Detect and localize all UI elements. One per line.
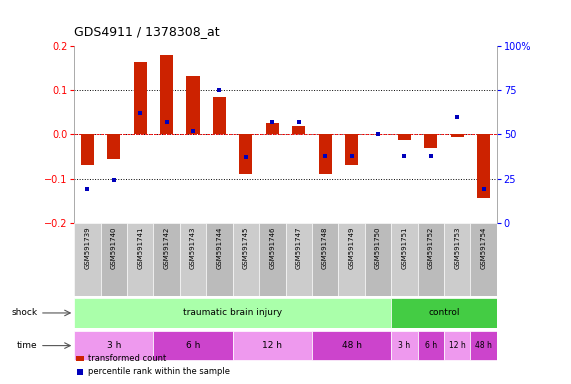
Text: GSM591746: GSM591746 (270, 227, 275, 269)
Text: GSM591750: GSM591750 (375, 227, 381, 269)
Text: GSM591739: GSM591739 (85, 227, 90, 269)
Bar (345, 134, 358, 165)
Text: 12 h: 12 h (449, 341, 465, 350)
Bar (233, 223, 259, 296)
Bar (266, 123, 279, 134)
Text: GSM591740: GSM591740 (111, 227, 117, 269)
Bar (398, 134, 411, 140)
Bar (154, 223, 180, 296)
Text: GDS4911 / 1378308_at: GDS4911 / 1378308_at (74, 25, 220, 38)
Text: GSM591743: GSM591743 (190, 227, 196, 269)
Bar (154, 331, 233, 360)
Text: control: control (428, 308, 460, 318)
Bar (100, 223, 127, 296)
Text: GSM591751: GSM591751 (401, 227, 407, 269)
Bar (365, 223, 391, 296)
Bar (417, 331, 444, 360)
Bar (187, 76, 200, 134)
Bar (233, 331, 312, 360)
Bar (477, 134, 490, 199)
Text: 12 h: 12 h (262, 341, 282, 350)
Text: 48 h: 48 h (475, 341, 492, 350)
Text: 3 h: 3 h (107, 341, 121, 350)
Bar (471, 223, 497, 296)
Bar (391, 331, 417, 360)
Bar (127, 223, 154, 296)
Bar (160, 55, 173, 134)
Legend: transformed count, percentile rank within the sample: transformed count, percentile rank withi… (73, 351, 233, 380)
Bar (444, 331, 471, 360)
Bar (286, 223, 312, 296)
Bar (471, 331, 497, 360)
Bar (239, 134, 252, 174)
Bar (444, 223, 471, 296)
Text: GSM591741: GSM591741 (137, 227, 143, 269)
Bar (424, 134, 437, 147)
Bar (74, 223, 100, 296)
Bar (206, 223, 233, 296)
Bar (292, 126, 305, 134)
Text: GSM591748: GSM591748 (322, 227, 328, 269)
Text: 3 h: 3 h (399, 341, 411, 350)
Text: GSM591752: GSM591752 (428, 227, 434, 269)
Bar (451, 134, 464, 137)
Bar (312, 331, 391, 360)
Bar (259, 223, 286, 296)
Bar (107, 134, 120, 159)
Bar (391, 298, 497, 328)
Text: traumatic brain injury: traumatic brain injury (183, 308, 282, 318)
Text: GSM591747: GSM591747 (296, 227, 301, 269)
Text: time: time (17, 341, 37, 350)
Text: GSM591749: GSM591749 (348, 227, 355, 269)
Bar (338, 223, 365, 296)
Bar (312, 223, 338, 296)
Text: 6 h: 6 h (425, 341, 437, 350)
Bar (134, 61, 147, 134)
Bar (213, 97, 226, 134)
Text: GSM591745: GSM591745 (243, 227, 249, 269)
Bar (74, 298, 391, 328)
Text: GSM591753: GSM591753 (454, 227, 460, 269)
Bar (81, 134, 94, 165)
Text: 6 h: 6 h (186, 341, 200, 350)
Text: GSM591754: GSM591754 (481, 227, 486, 269)
Text: GSM591742: GSM591742 (164, 227, 170, 269)
Bar (417, 223, 444, 296)
Bar (391, 223, 417, 296)
Bar (180, 223, 206, 296)
Text: GSM591744: GSM591744 (216, 227, 223, 269)
Bar (74, 331, 154, 360)
Text: shock: shock (11, 308, 37, 318)
Text: 48 h: 48 h (341, 341, 361, 350)
Bar (319, 134, 332, 174)
